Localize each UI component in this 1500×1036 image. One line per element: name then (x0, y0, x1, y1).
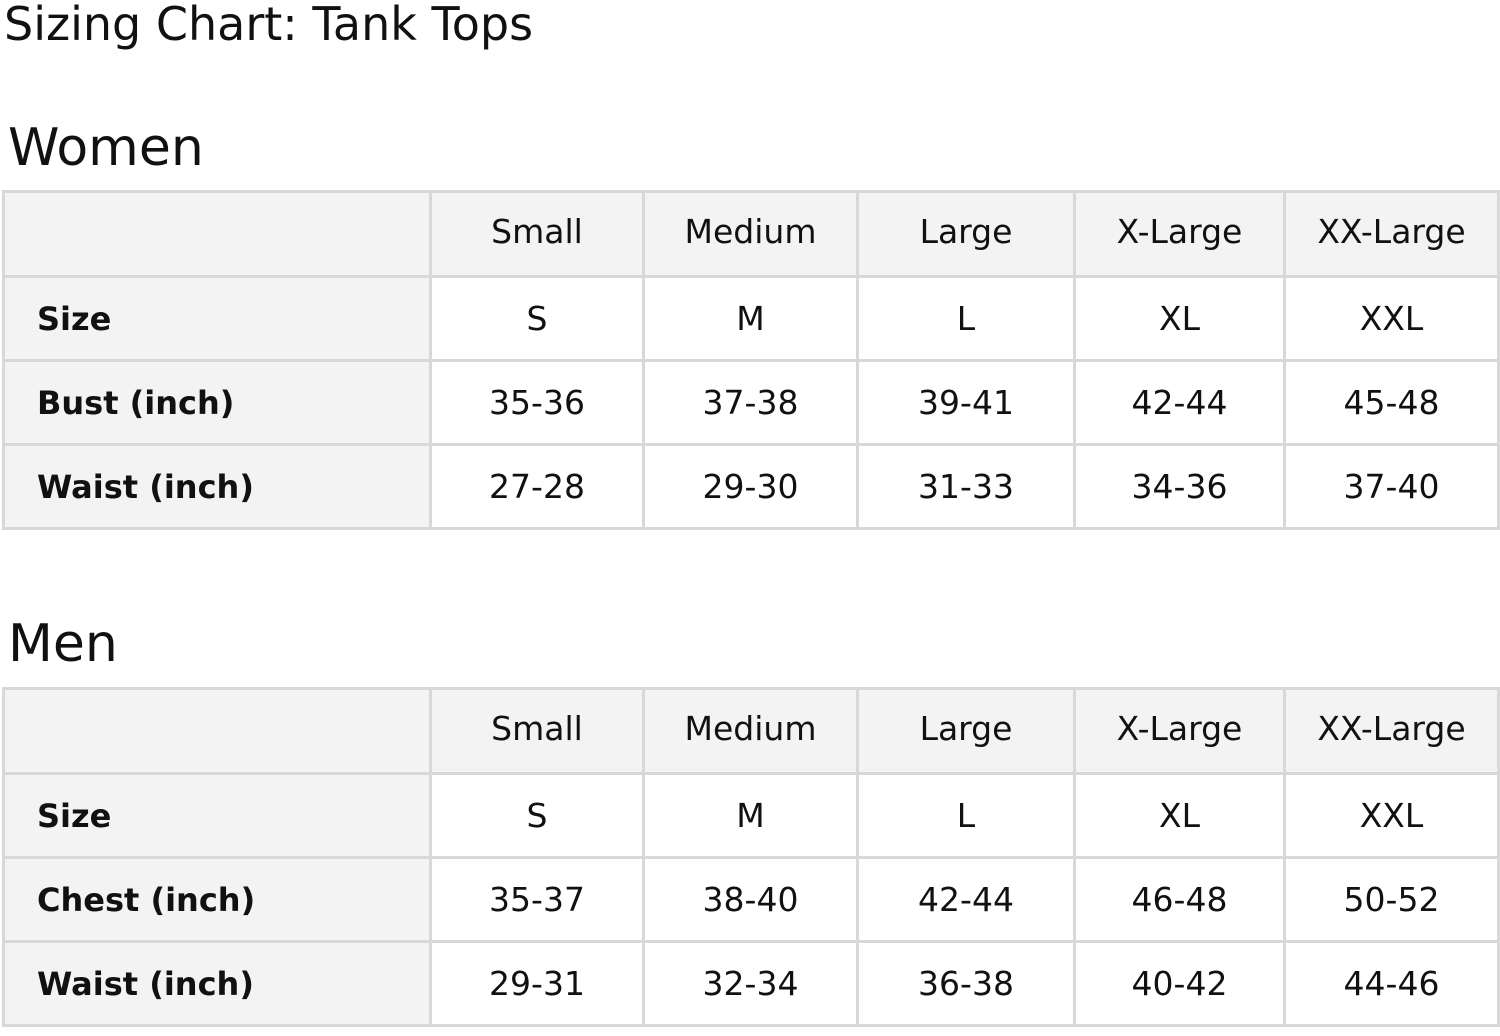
section-title-women: Women (8, 118, 204, 178)
table-cell: XL (1073, 275, 1286, 362)
corner-cell (2, 190, 432, 278)
column-header: Small (429, 190, 645, 278)
table-cell: 38-40 (642, 856, 859, 943)
column-header: XX-Large (1283, 687, 1500, 775)
row-label: Chest (inch) (2, 856, 432, 943)
table-cell: S (429, 772, 645, 859)
table-cell: XXL (1283, 772, 1500, 859)
column-header: Large (856, 190, 1076, 278)
table-cell: L (856, 275, 1076, 362)
table-cell: XL (1073, 772, 1286, 859)
table-cell: 31-33 (856, 443, 1076, 530)
column-header: X-Large (1073, 190, 1286, 278)
table-cell: 42-44 (856, 856, 1076, 943)
table-row: Size S M L XL XXL (2, 275, 1500, 362)
table-row: Bust (inch) 35-36 37-38 39-41 42-44 45-48 (2, 359, 1500, 446)
table-cell: 27-28 (429, 443, 645, 530)
table-row: Chest (inch) 35-37 38-40 42-44 46-48 50-52 (2, 856, 1500, 943)
table-cell: 37-38 (642, 359, 859, 446)
table-cell: 34-36 (1073, 443, 1286, 530)
header-row: Small Medium Large X-Large XX-Large (2, 687, 1500, 775)
table-cell: 35-37 (429, 856, 645, 943)
row-label: Waist (inch) (2, 443, 432, 530)
table-cell: M (642, 275, 859, 362)
column-header: Large (856, 687, 1076, 775)
table-row: Waist (inch) 29-31 32-34 36-38 40-42 44-46 (2, 940, 1500, 1027)
table-cell: 39-41 (856, 359, 1076, 446)
row-label: Size (2, 275, 432, 362)
table-cell: 44-46 (1283, 940, 1500, 1027)
table-row: Size S M L XL XXL (2, 772, 1500, 859)
section-title-men: Men (8, 614, 118, 674)
column-header: XX-Large (1283, 190, 1500, 278)
table-cell: 45-48 (1283, 359, 1500, 446)
women-size-table: Small Medium Large X-Large XX-Large Size S M L XL… (2, 190, 1500, 530)
table-row: Waist (inch) 27-28 29-30 31-33 34-36 37-40 (2, 443, 1500, 530)
row-label: Bust (inch) (2, 359, 432, 446)
table-cell: 46-48 (1073, 856, 1286, 943)
table-cell: L (856, 772, 1076, 859)
row-label: Waist (inch) (2, 940, 432, 1027)
column-header: Small (429, 687, 645, 775)
table-cell: 29-30 (642, 443, 859, 530)
table-cell: 32-34 (642, 940, 859, 1027)
table-cell: XXL (1283, 275, 1500, 362)
table-cell: S (429, 275, 645, 362)
column-header: X-Large (1073, 687, 1286, 775)
table-cell: 37-40 (1283, 443, 1500, 530)
page-title: Sizing Chart: Tank Tops (4, 0, 534, 51)
column-header: Medium (642, 190, 859, 278)
table-cell: 42-44 (1073, 359, 1286, 446)
table-cell: 50-52 (1283, 856, 1500, 943)
column-header: Medium (642, 687, 859, 775)
table-cell: M (642, 772, 859, 859)
table-cell: 29-31 (429, 940, 645, 1027)
men-size-table: Small Medium Large X-Large XX-Large Size S M L XL… (2, 687, 1500, 1027)
corner-cell (2, 687, 432, 775)
header-row: Small Medium Large X-Large XX-Large (2, 190, 1500, 278)
table-cell: 36-38 (856, 940, 1076, 1027)
table-cell: 40-42 (1073, 940, 1286, 1027)
table-cell: 35-36 (429, 359, 645, 446)
row-label: Size (2, 772, 432, 859)
